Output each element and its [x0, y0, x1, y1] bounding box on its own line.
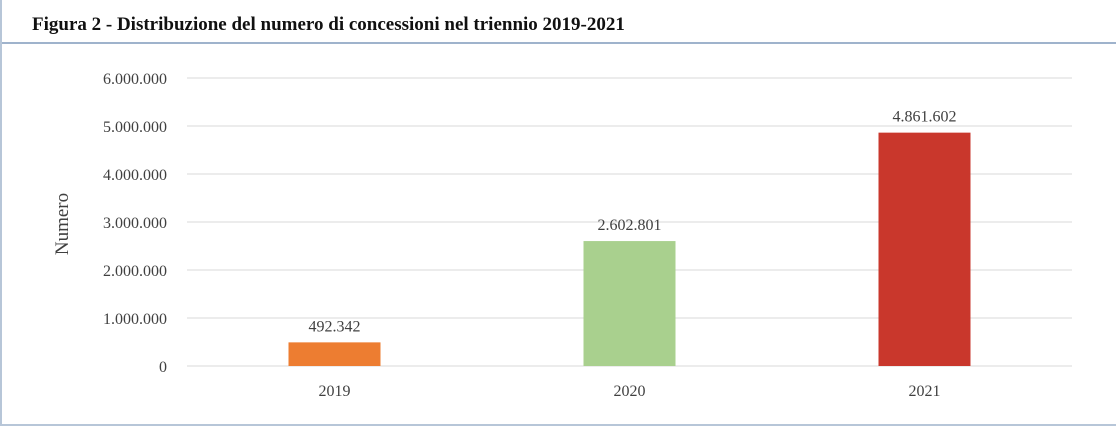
y-tick-label: 5.000.000 — [103, 119, 167, 136]
bar — [878, 132, 971, 366]
data-label: 2.602.801 — [598, 217, 662, 234]
x-tick-label: 2021 — [909, 383, 941, 400]
x-axis-ticks: 2019 2020 2021 — [319, 383, 941, 400]
y-tick-label: 6.000.000 — [103, 71, 167, 88]
x-tick-label: 2020 — [614, 383, 646, 400]
data-label: 4.861.602 — [893, 109, 957, 126]
chart-area: 0 1.000.000 2.000.000 3.000.000 4.000.000 5.0… — [4, 46, 1116, 424]
y-tick-label: 0 — [159, 359, 167, 376]
figure-title-bar: Figura 2 - Distribuzione del numero di c… — [2, 0, 1116, 44]
bars — [288, 132, 971, 366]
y-tick-label: 3.000.000 — [103, 215, 167, 232]
data-label: 492.342 — [309, 318, 361, 335]
bar — [288, 342, 381, 366]
y-axis-label: Numero — [52, 193, 73, 255]
bar — [583, 241, 676, 366]
chart-title: Figura 2 - Distribuzione del numero di c… — [32, 14, 625, 35]
bar-chart: 0 1.000.000 2.000.000 3.000.000 4.000.000 5.0… — [52, 71, 1072, 400]
y-tick-label: 2.000.000 — [103, 263, 167, 280]
y-axis-ticks: 0 1.000.000 2.000.000 3.000.000 4.000.000 5.0… — [103, 71, 167, 376]
x-tick-label: 2019 — [319, 383, 351, 400]
data-labels: 492.342 2.602.801 4.861.602 — [309, 109, 957, 336]
y-tick-label: 4.000.000 — [103, 167, 167, 184]
y-tick-label: 1.000.000 — [103, 311, 167, 328]
